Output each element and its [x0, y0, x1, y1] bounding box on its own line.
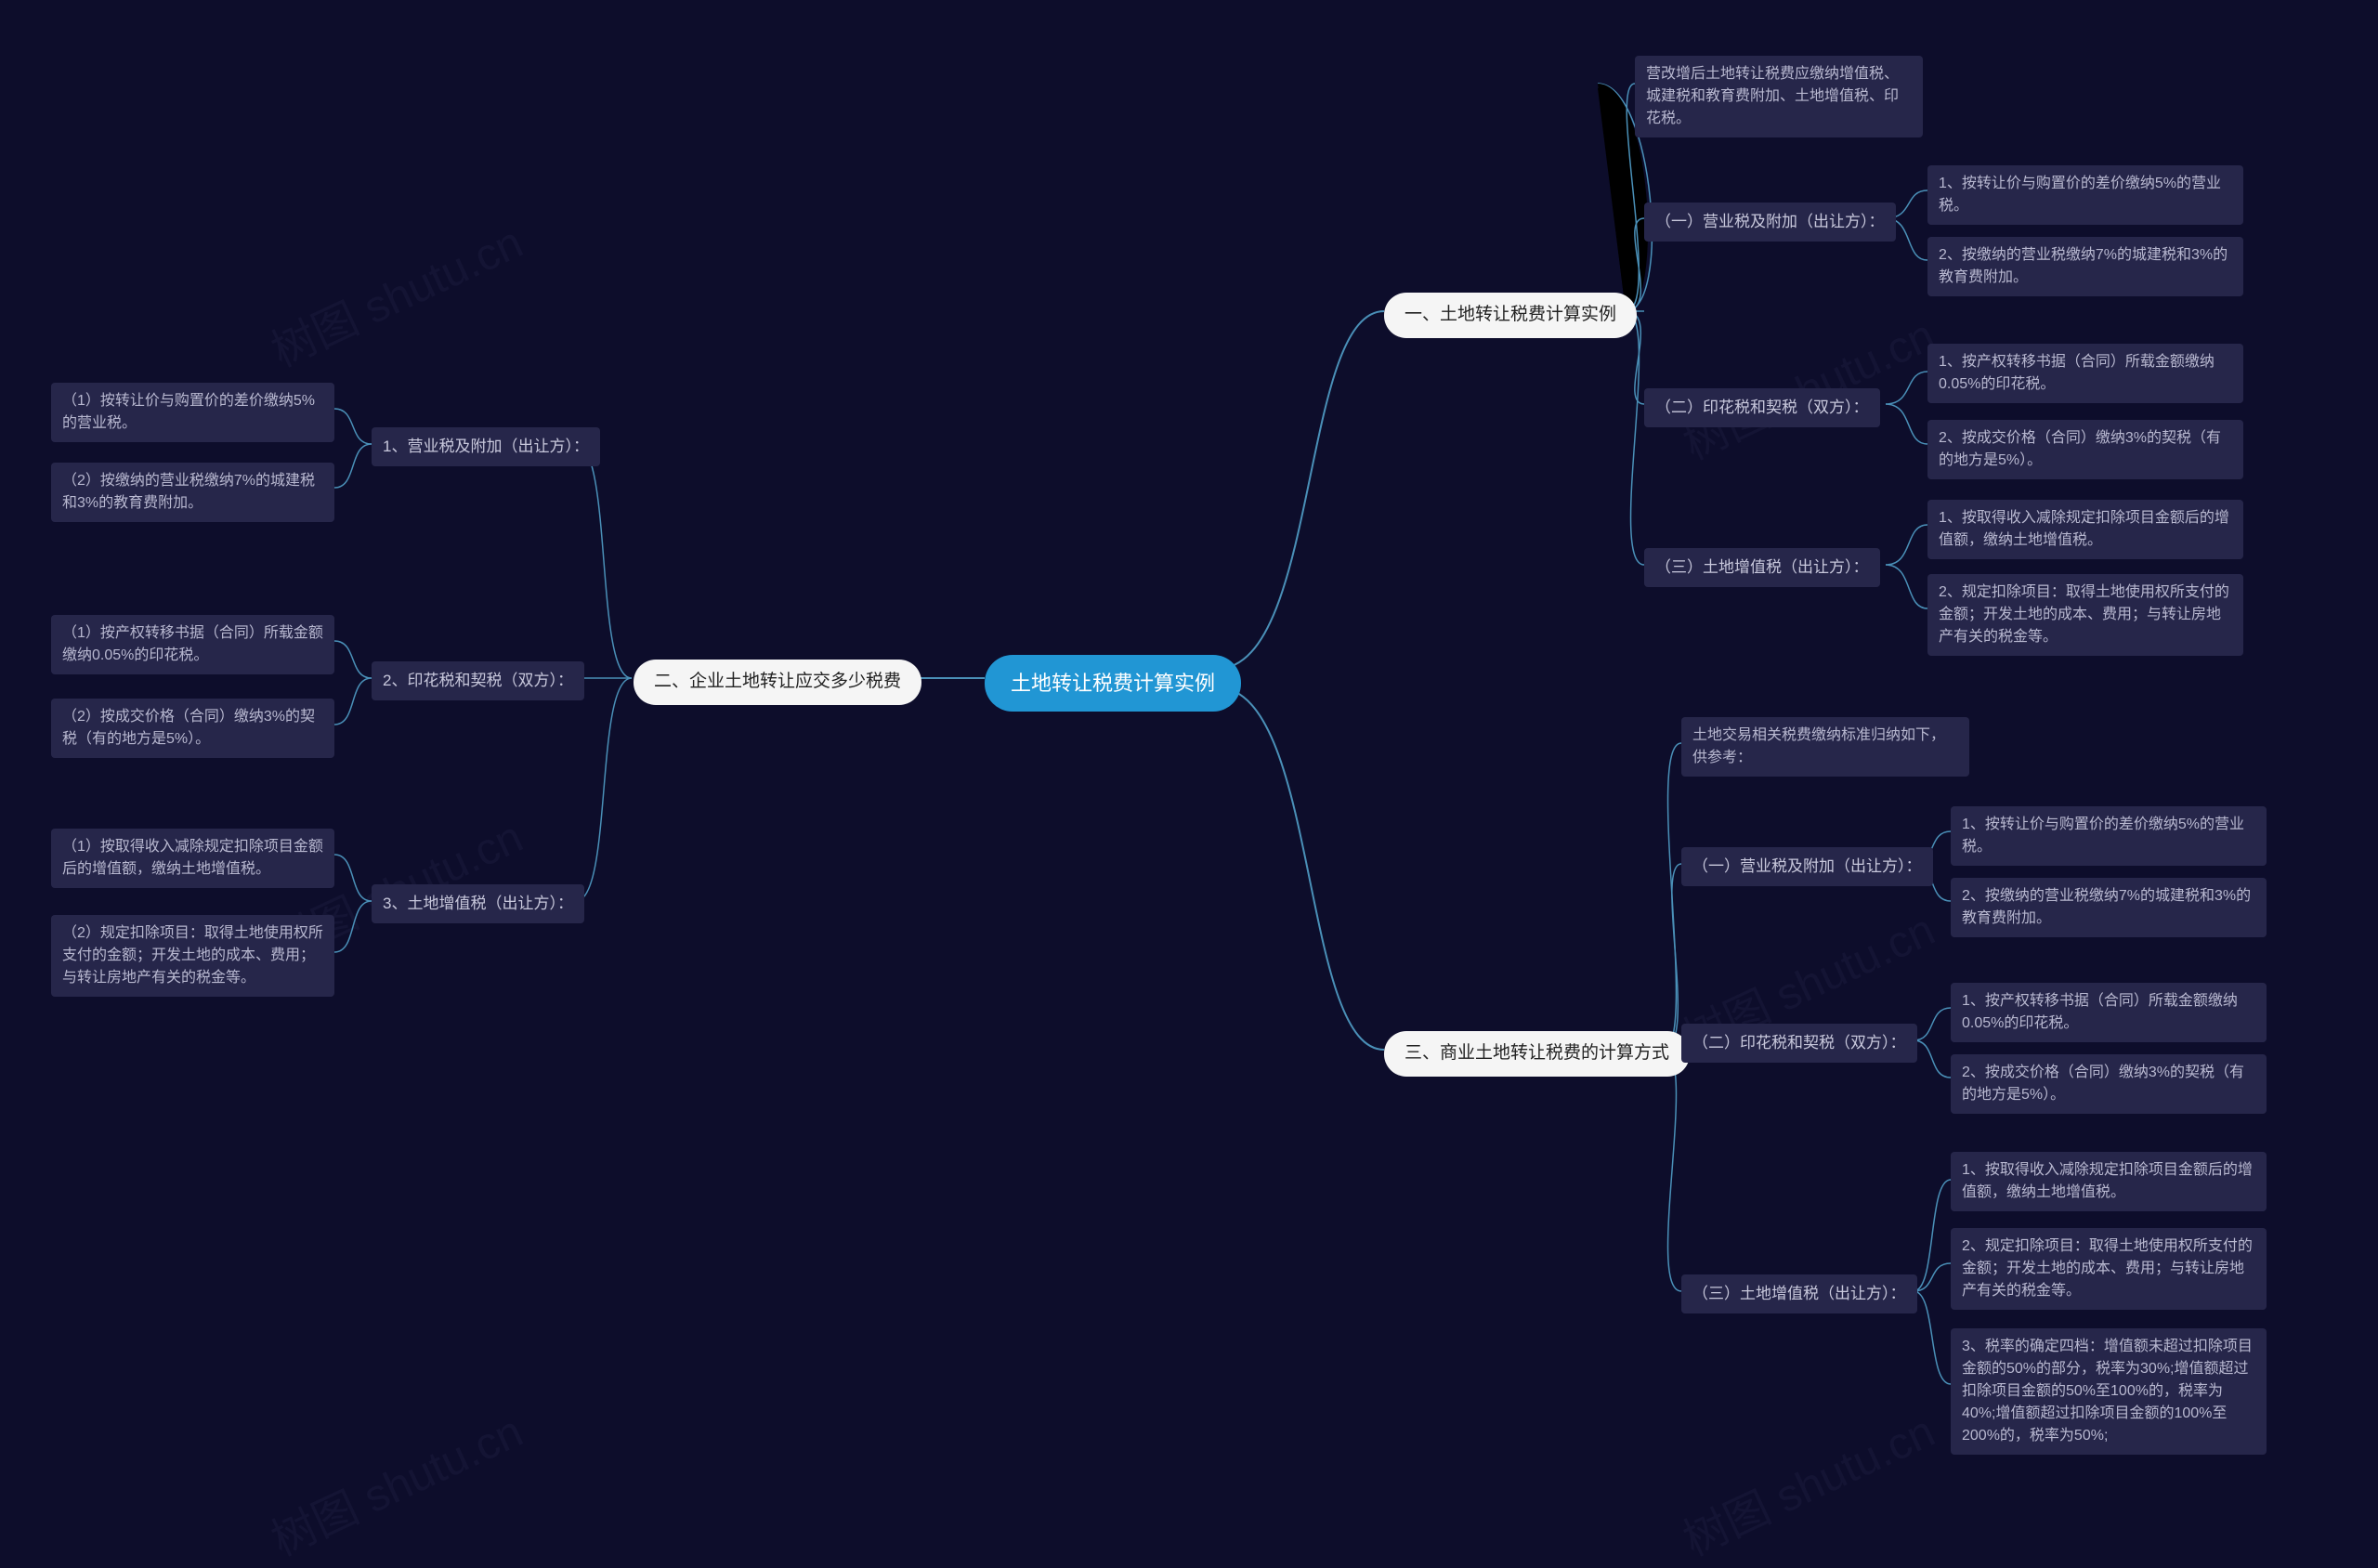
branch-2-sub-2-leaf-2: （2）按成交价格（合同）缴纳3%的契税（有的地方是5%）。: [51, 699, 334, 758]
branch-1-sub-1-leaf-2: 2、按缴纳的营业税缴纳7%的城建税和3%的教育费附加。: [1927, 237, 2243, 296]
root-node[interactable]: 土地转让税费计算实例: [985, 655, 1241, 712]
watermark: 树图 shutu.cn: [1671, 299, 1943, 472]
branch-2-sub-2[interactable]: 2、印花税和契税（双方）：: [372, 661, 584, 700]
branch-3-sub-3-leaf-2: 2、规定扣除项目：取得土地使用权所支付的金额；开发土地的成本、费用；与转让房地产…: [1951, 1228, 2267, 1310]
branch-2-sub-2-leaf-1: （1）按产权转移书据（合同）所载金额缴纳0.05%的印花税。: [51, 615, 334, 674]
branch-3-sub-2-leaf-1: 1、按产权转移书据（合同）所载金额缴纳0.05%的印花税。: [1951, 983, 2267, 1042]
branch-2-sub-3[interactable]: 3、土地增值税（出让方）：: [372, 884, 584, 923]
branch-1[interactable]: 一、土地转让税费计算实例: [1384, 293, 1637, 338]
branch-1-sub-3-leaf-1: 1、按取得收入减除规定扣除项目金额后的增值额，缴纳土地增值税。: [1927, 500, 2243, 559]
branch-3-sub-3-leaf-3: 3、税率的确定四档：增值额未超过扣除项目金额的50%的部分，税率为30%;增值额…: [1951, 1328, 2267, 1455]
branch-3-sub-2-leaf-2: 2、按成交价格（合同）缴纳3%的契税（有的地方是5%）。: [1951, 1054, 2267, 1114]
branch-1-sub-2[interactable]: （二）印花税和契税（双方）：: [1644, 388, 1880, 427]
branch-3-sub-3-leaf-1: 1、按取得收入减除规定扣除项目金额后的增值额，缴纳土地增值税。: [1951, 1152, 2267, 1211]
branch-3-sub-1[interactable]: （一）营业税及附加（出让方）：: [1681, 847, 1933, 886]
branch-1-intro: 营改增后土地转让税费应缴纳增值税、城建税和教育费附加、土地增值税、印花税。: [1635, 56, 1923, 137]
branch-2-sub-1[interactable]: 1、营业税及附加（出让方）：: [372, 427, 600, 466]
branch-1-sub-1[interactable]: （一）营业税及附加（出让方）：: [1644, 203, 1896, 242]
watermark: 树图 shutu.cn: [259, 206, 531, 379]
branch-3[interactable]: 三、商业土地转让税费的计算方式: [1384, 1031, 1690, 1077]
watermark: 树图 shutu.cn: [259, 1395, 531, 1568]
branch-1-sub-1-leaf-1: 1、按转让价与购置价的差价缴纳5%的营业税。: [1927, 165, 2243, 225]
watermark: 树图 shutu.cn: [1671, 1395, 1943, 1568]
branch-1-sub-2-leaf-1: 1、按产权转移书据（合同）所载金额缴纳0.05%的印花税。: [1927, 344, 2243, 403]
branch-2-sub-1-leaf-1: （1）按转让价与购置价的差价缴纳5%的营业税。: [51, 383, 334, 442]
branch-3-intro: 土地交易相关税费缴纳标准归纳如下，供参考：: [1681, 717, 1969, 777]
branch-1-sub-2-leaf-2: 2、按成交价格（合同）缴纳3%的契税（有的地方是5%）。: [1927, 420, 2243, 479]
branch-1-sub-3[interactable]: （三）土地增值税（出让方）：: [1644, 548, 1880, 587]
branch-3-sub-3[interactable]: （三）土地增值税（出让方）：: [1681, 1274, 1917, 1313]
branch-1-sub-3-leaf-2: 2、规定扣除项目：取得土地使用权所支付的金额；开发土地的成本、费用；与转让房地产…: [1927, 574, 2243, 656]
branch-2-sub-1-leaf-2: （2）按缴纳的营业税缴纳7%的城建税和3%的教育费附加。: [51, 463, 334, 522]
branch-3-sub-1-leaf-1: 1、按转让价与购置价的差价缴纳5%的营业税。: [1951, 806, 2267, 866]
branch-2[interactable]: 二、企业土地转让应交多少税费: [634, 660, 921, 705]
branch-2-sub-3-leaf-1: （1）按取得收入减除规定扣除项目金额后的增值额，缴纳土地增值税。: [51, 829, 334, 888]
branch-3-sub-2[interactable]: （二）印花税和契税（双方）：: [1681, 1024, 1917, 1063]
branch-3-sub-1-leaf-2: 2、按缴纳的营业税缴纳7%的城建税和3%的教育费附加。: [1951, 878, 2267, 937]
branch-2-sub-3-leaf-2: （2）规定扣除项目：取得土地使用权所支付的金额；开发土地的成本、费用；与转让房地…: [51, 915, 334, 997]
